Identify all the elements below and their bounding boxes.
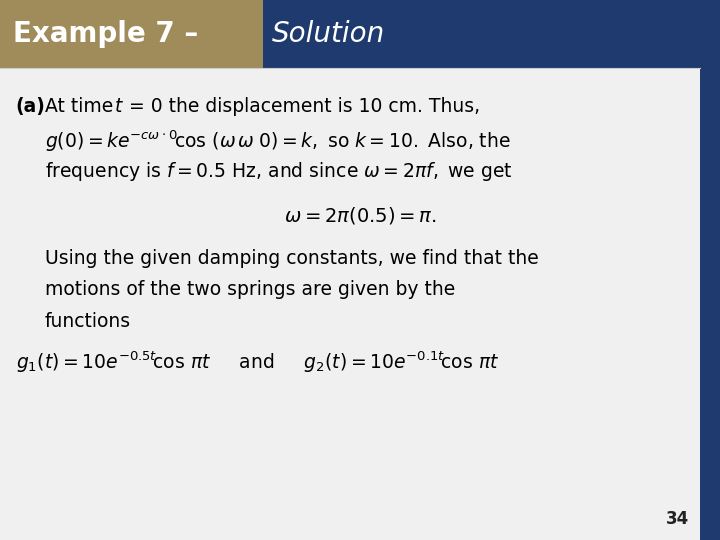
Text: functions: functions <box>45 312 131 330</box>
Text: 34: 34 <box>666 510 689 528</box>
Text: Using the given damping constants, we find that the: Using the given damping constants, we fi… <box>45 249 539 268</box>
Text: (a): (a) <box>16 97 45 116</box>
Text: At time: At time <box>45 97 119 116</box>
Bar <box>700 0 720 540</box>
Text: $g(0) = ke^{-c\omega \cdot 0}\!\cos\,(\omega\,\omega\;0) = k,$ so $k = 10.$ Also: $g(0) = ke^{-c\omega \cdot 0}\!\cos\,(\o… <box>45 129 510 154</box>
Bar <box>263 0 700 68</box>
Text: $g_1(t) = 10e^{-0.5t}\!\cos\,\pi t$     and     $g_2(t) = 10e^{-0.1t}\!\cos\,\pi: $g_1(t) = 10e^{-0.5t}\!\cos\,\pi t$ and … <box>16 349 499 375</box>
Text: Solution: Solution <box>271 20 384 48</box>
Bar <box>0 0 263 68</box>
Text: frequency is $f = 0.5$ Hz, and since $\omega = 2\pi f,$ we get: frequency is $f = 0.5$ Hz, and since $\o… <box>45 160 513 183</box>
Text: = 0 the displacement is 10 cm. Thus,: = 0 the displacement is 10 cm. Thus, <box>123 97 480 116</box>
Text: Example 7 –: Example 7 – <box>13 20 208 48</box>
Text: t: t <box>114 97 122 116</box>
Text: motions of the two springs are given by the: motions of the two springs are given by … <box>45 280 455 299</box>
Text: $\omega = 2\pi(0.5) = \pi.$: $\omega = 2\pi(0.5) = \pi.$ <box>284 205 436 226</box>
